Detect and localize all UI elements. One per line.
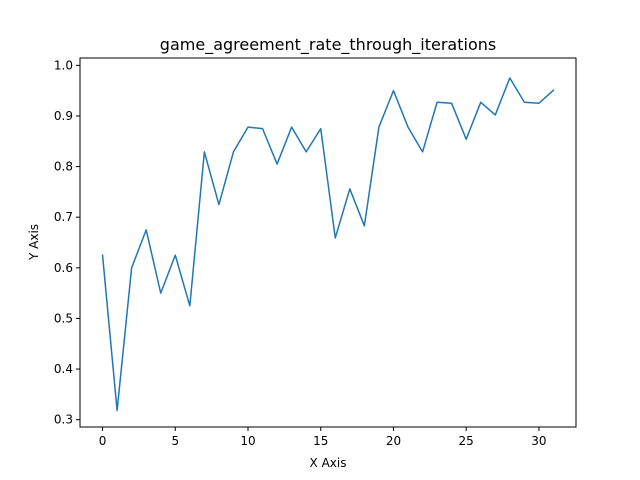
x-tick-label: 5 [171, 434, 179, 448]
y-tick-label: 0.4 [54, 362, 73, 376]
series-group [101, 77, 555, 412]
x-tick-label: 25 [459, 434, 474, 448]
x-axis-label: X Axis [310, 456, 347, 470]
x-tick-label: 10 [240, 434, 255, 448]
x-tick-label: 30 [531, 434, 546, 448]
plot-frame [79, 57, 577, 428]
y-axis-label: Y Axis [27, 224, 41, 261]
x-tick-label: 0 [99, 434, 107, 448]
x-tick-label: 15 [313, 434, 328, 448]
y-tick-label: 0.8 [54, 160, 73, 174]
x-tick-label: 20 [386, 434, 401, 448]
y-tick-label: 0.7 [54, 210, 73, 224]
y-tick-label: 0.3 [54, 413, 73, 427]
axis-ticks: 0 5 10 15 20 25 30 0.3 0.4 0.5 0.6 0.7 0.8 0.9 1.0 [54, 58, 547, 448]
y-tick-label: 0.5 [54, 311, 73, 325]
y-tick-label: 0.9 [54, 109, 73, 123]
y-tick-label: 1.0 [54, 58, 73, 72]
chart-title: game_agreement_rate_through_iterations [160, 35, 496, 55]
y-tick-label: 0.6 [54, 261, 73, 275]
series-line [101, 77, 555, 412]
